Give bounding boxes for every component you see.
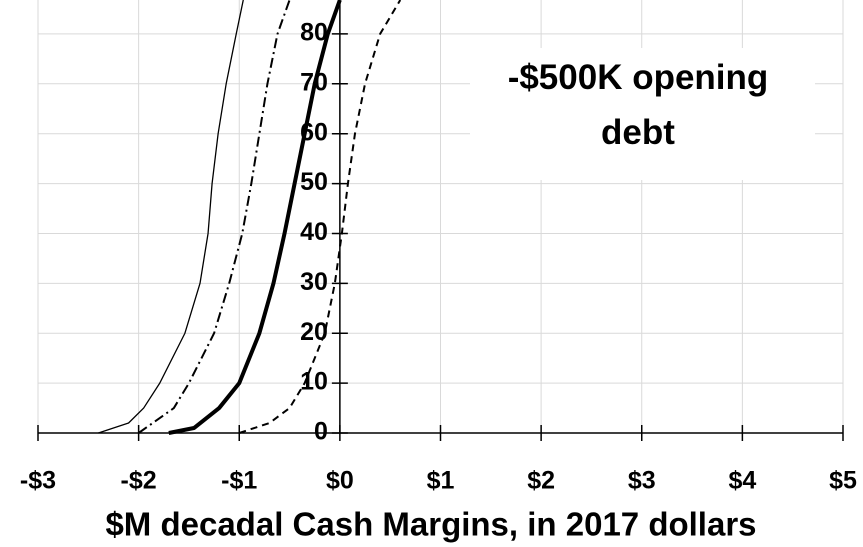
x-tick-label: $3: [628, 467, 656, 495]
x-tick-label: $1: [427, 467, 455, 495]
series-line: [138, 0, 291, 434]
y-tick-label: 80: [300, 19, 328, 47]
x-axis-label: $M decadal Cash Margins, in 2017 dollars: [105, 506, 756, 543]
y-tick-label: 50: [300, 168, 328, 196]
x-tick-label: $5: [829, 467, 857, 495]
y-tick-label: 0: [314, 418, 328, 446]
x-tick-label: -$3: [20, 467, 56, 495]
series-line: [98, 0, 244, 434]
x-tick-label: -$2: [121, 467, 157, 495]
series-line: [168, 0, 342, 435]
series-line: [238, 0, 402, 434]
x-tick-label: -$1: [221, 467, 257, 495]
x-tick-label: $0: [326, 467, 354, 495]
annotation: -$500K opening debt: [508, 58, 769, 152]
y-tick-label: 30: [300, 268, 328, 296]
x-tick-label: $4: [728, 467, 756, 495]
x-tick-label: $2: [527, 467, 555, 495]
y-tick-label: 20: [300, 318, 328, 346]
y-tick-label: 40: [300, 218, 328, 246]
annotation-box: [470, 48, 815, 180]
